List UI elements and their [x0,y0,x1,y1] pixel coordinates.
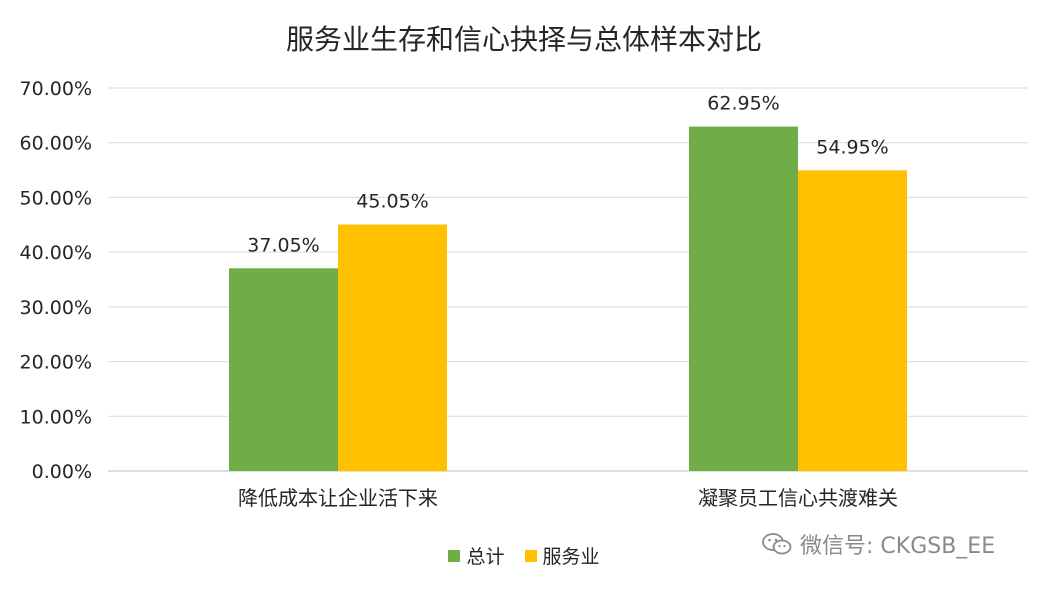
legend-label-total: 总计 [466,546,505,568]
watermark-text: 微信号: CKGSB_EE [800,534,996,559]
bar-service [338,224,447,471]
chart-title: 服务业生存和信心抉择与总体样本对比 [285,23,762,56]
watermark: 微信号: CKGSB_EE [762,528,995,560]
y-tick-label: 50.00% [20,187,92,209]
y-tick-label: 40.00% [20,242,92,264]
x-tick-label: 降低成本让企业活下来 [238,486,438,510]
data-labels: 37.05% 45.05% 62.95% 54.95% [247,93,888,257]
x-axis-ticks: 降低成本让企业活下来 凝聚员工信心共渡难关 [238,486,898,510]
y-tick-label: 20.00% [20,352,92,374]
bar-service [798,170,907,471]
y-tick-label: 70.00% [20,78,92,100]
data-label: 54.95% [816,136,888,158]
bar-total [689,126,798,471]
data-label: 62.95% [707,93,779,115]
y-tick-label: 60.00% [20,133,92,155]
legend-swatch-total [448,549,461,562]
legend-swatch-service [524,549,537,562]
bar-total [229,268,338,471]
legend-item-service: 服务业 [524,542,600,569]
data-label: 45.05% [356,191,428,213]
x-tick-label: 凝聚员工信心共渡难关 [698,486,898,510]
wechat-icon [762,533,792,555]
y-tick-label: 10.00% [20,406,92,428]
y-tick-label: 0.00% [32,461,92,483]
data-label: 37.05% [247,234,319,256]
bars [229,126,907,471]
legend-label-service: 服务业 [542,546,600,568]
y-tick-label: 30.00% [20,297,92,319]
y-axis-ticks: 0.00% 10.00% 20.00% 30.00% 40.00% 50.00% 60.00… [20,78,92,483]
legend-item-total: 总计 [448,542,505,569]
legend: 总计 服务业 [0,542,1048,569]
